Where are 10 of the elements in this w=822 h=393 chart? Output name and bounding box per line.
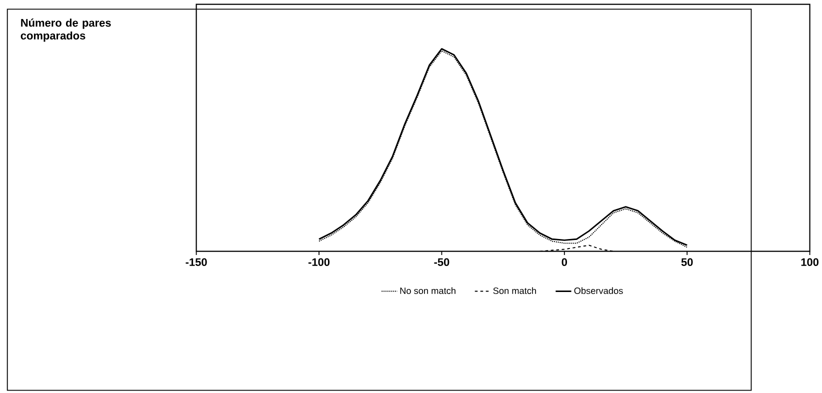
x-tick-label: -100: [308, 258, 330, 266]
legend-label: Son match: [493, 287, 536, 294]
x-tick-label: 50: [681, 258, 693, 266]
x-tick-label: -150: [186, 258, 207, 266]
x-tick-label: -50: [434, 258, 450, 266]
legend-label: Observados: [574, 287, 623, 294]
text: Número de pares comparados: [20, 18, 111, 42]
x-tick-label: 0: [562, 258, 568, 266]
x-tick-label: 100: [801, 258, 818, 266]
legend-label: No son match: [400, 287, 456, 294]
